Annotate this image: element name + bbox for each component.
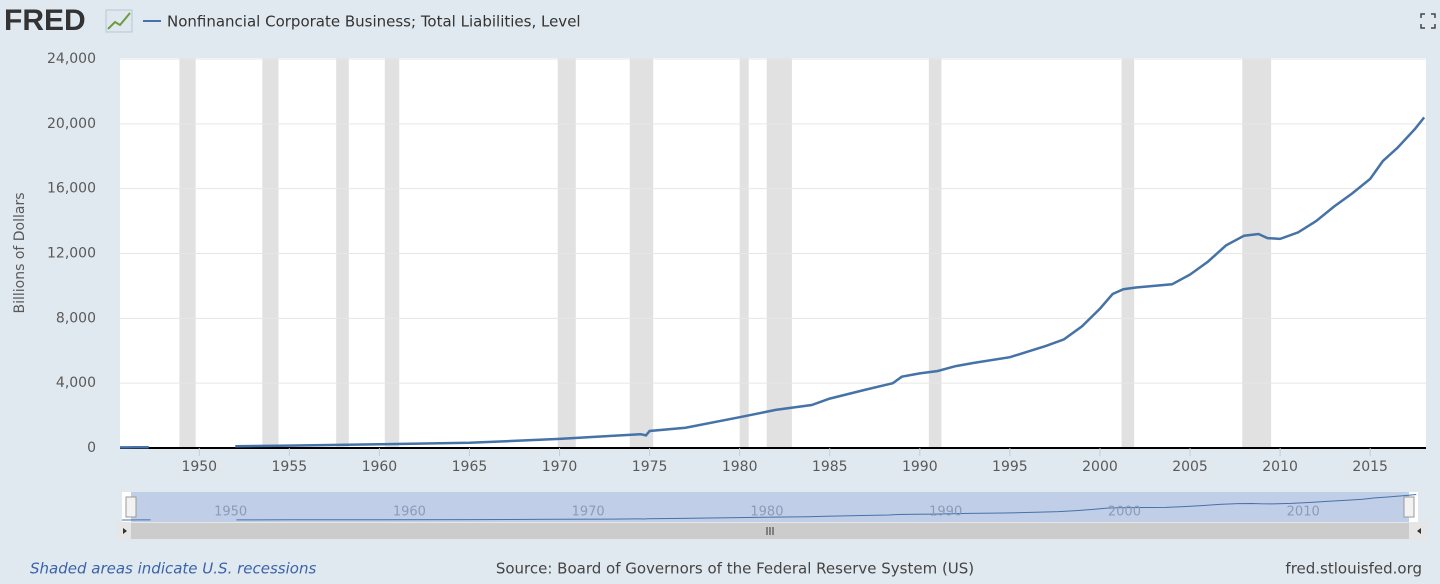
site[interactable]: fred.stlouisfed.org <box>1285 560 1422 578</box>
x-tick-label: 1985 <box>812 459 848 475</box>
x-tick-label: 1975 <box>632 459 668 475</box>
navigator-line <box>121 494 1417 521</box>
x-tick-label: 1990 <box>902 459 938 475</box>
y-tick-label: 0 <box>87 440 96 456</box>
navigator-tick-label: 1970 <box>572 505 605 520</box>
x-tick-label: 2010 <box>1262 459 1298 475</box>
x-tick-label: 2005 <box>1172 459 1208 475</box>
navigator-tick-label: 1990 <box>929 505 962 520</box>
x-tick-label: 1995 <box>992 459 1028 475</box>
x-tick-label: 1950 <box>181 459 217 475</box>
x-tick-label: 2000 <box>1082 459 1118 475</box>
y-tick-label: 8,000 <box>56 310 96 326</box>
recession-note[interactable]: Shaded areas indicate U.S. recessions <box>30 560 316 578</box>
navigator-tick-label: 1980 <box>750 505 783 520</box>
x-tick-label: 2015 <box>1352 459 1388 475</box>
y-tick-label: 16,000 <box>47 181 96 197</box>
x-tick-label: 1980 <box>722 459 758 475</box>
navigator-tick-label: 2000 <box>1108 505 1141 520</box>
navigator-handle[interactable] <box>1403 496 1415 518</box>
y-tick-label: 24,000 <box>47 51 96 67</box>
y-tick-label: 12,000 <box>47 246 96 262</box>
x-tick-label: 1965 <box>452 459 488 475</box>
y-axis-title: Billions of Dollars <box>12 192 28 313</box>
source: Source: Board of Governors of the Federa… <box>496 560 974 578</box>
navigator-tick-label: 1950 <box>214 505 247 520</box>
y-tick-label: 20,000 <box>47 116 96 132</box>
legend-label: Nonfinancial Corporate Business; Total L… <box>167 13 581 31</box>
scroll-grip <box>766 527 774 535</box>
navigator-tick-label: 1960 <box>393 505 426 520</box>
x-tick-label: 1955 <box>272 459 308 475</box>
y-tick-label: 4,000 <box>56 375 96 391</box>
line-series <box>119 116 1426 449</box>
navigator-handle[interactable] <box>125 496 137 518</box>
logo[interactable]: FRED <box>4 4 86 37</box>
x-tick-label: 1960 <box>362 459 398 475</box>
fullscreen-icon[interactable] <box>1420 13 1436 29</box>
logo-icon <box>105 9 133 33</box>
x-tick-label: 1970 <box>542 459 578 475</box>
navigator-tick-label: 2010 <box>1287 505 1320 520</box>
